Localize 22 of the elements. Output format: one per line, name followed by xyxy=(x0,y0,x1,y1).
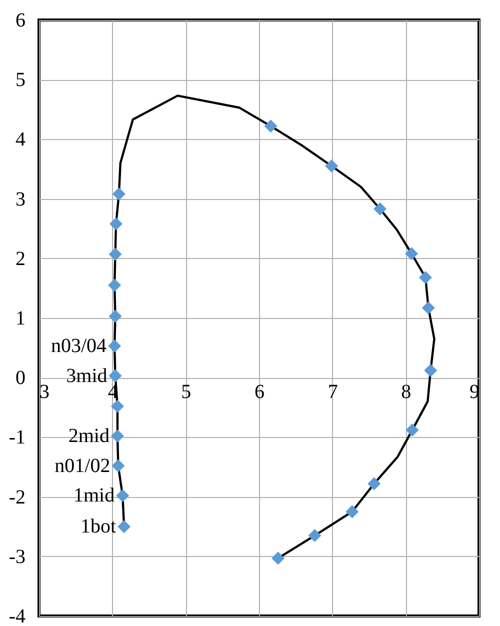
y-tick-label: 6 xyxy=(16,10,26,32)
y-tick-label: 4 xyxy=(16,128,26,151)
y-tick-label: -4 xyxy=(8,606,26,626)
y-tick-label: -2 xyxy=(8,486,26,508)
annotation: 1mid xyxy=(73,484,115,507)
y-tick-label: -3 xyxy=(8,546,26,568)
annotation: n03/04 xyxy=(50,335,107,358)
y-tick-label: 1 xyxy=(16,308,26,330)
x-tick-label: 8 xyxy=(401,381,412,404)
x-tick-label: 7 xyxy=(328,381,338,404)
y-tick-label: 5 xyxy=(16,69,26,92)
y-tick-label: 2 xyxy=(16,248,26,270)
y-tick-label: 0 xyxy=(16,367,26,390)
x-tick-label: 5 xyxy=(181,381,192,404)
annotation: 2mid xyxy=(68,425,110,448)
x-tick-label: 6 xyxy=(254,381,264,404)
y-tick-label: 3 xyxy=(16,188,26,210)
y-tick-label: -1 xyxy=(8,426,26,449)
x-tick-label: 3 xyxy=(40,381,50,404)
annotation: 3mid xyxy=(66,364,108,387)
annotation: 1bot xyxy=(80,516,117,538)
annotation: n01/02 xyxy=(54,454,110,477)
